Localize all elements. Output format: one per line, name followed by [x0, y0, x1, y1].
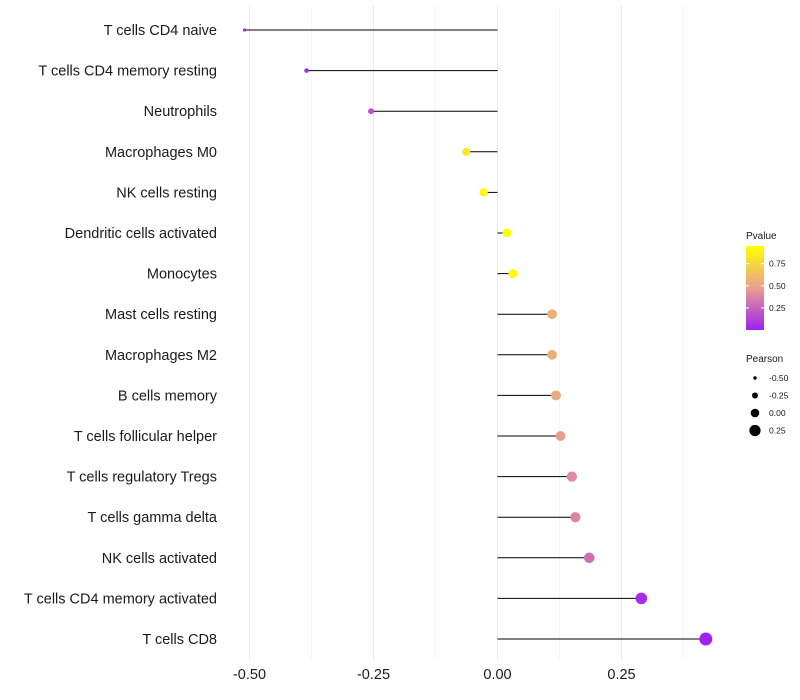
lollipop-dot — [368, 108, 374, 115]
lollipop-dot — [699, 632, 713, 646]
y-axis-label: T cells CD8 — [142, 632, 217, 648]
y-axis-label: Monocytes — [147, 267, 217, 283]
colorbar-tick-label: 0.50 — [769, 281, 786, 291]
y-axis-label: Macrophages M0 — [105, 145, 217, 161]
lollipop-dot — [479, 188, 488, 197]
pvalue-legend-title: Pvalue — [746, 231, 777, 242]
pearson-legend-title: Pearson — [746, 354, 783, 365]
lollipop-dot — [551, 390, 561, 401]
grid-lines — [249, 6, 684, 660]
y-axis-label: Neutrophils — [144, 104, 217, 120]
pvalue-legend: Pvalue 0.25 0.50 0.75 — [746, 231, 786, 330]
lollipop-dot — [547, 349, 557, 360]
lollipop-dot — [502, 228, 512, 238]
lollipop-dot — [570, 512, 581, 523]
pvalue-colorbar — [746, 246, 764, 330]
y-axis-label: T cells gamma delta — [88, 510, 218, 526]
y-axis-label: Mast cells resting — [105, 307, 217, 323]
colorbar-tick-label: 0.25 — [769, 303, 786, 313]
size-legend-label: -0.25 — [769, 391, 789, 401]
lollipop-dot — [583, 552, 595, 564]
lollipop-dot — [555, 431, 566, 441]
colorbar-tick-label: 0.75 — [769, 259, 786, 269]
lollipop-dot — [635, 592, 648, 605]
size-legend-label: 0.00 — [769, 408, 786, 418]
x-axis-tick-label: 0.00 — [483, 667, 511, 683]
x-axis-tick-label: -0.25 — [357, 667, 390, 683]
lollipop-dot — [304, 68, 309, 73]
lollipop-dot — [462, 147, 471, 156]
lollipop-dot — [508, 269, 518, 279]
y-axis-label: Macrophages M2 — [105, 348, 217, 364]
y-axis-label: T cells CD4 memory resting — [38, 64, 217, 80]
y-axis-label: NK cells resting — [116, 185, 217, 201]
y-axis-label: B cells memory — [118, 388, 218, 404]
y-axis-label: T cells follicular helper — [74, 429, 217, 445]
x-axis-tick-labels: -0.50 -0.25 0.00 0.25 — [233, 667, 636, 683]
y-axis-label: NK cells activated — [102, 551, 217, 567]
pearson-legend: Pearson -0.50 -0.25 0.00 0.25 — [746, 354, 789, 437]
size-legend-label: -0.50 — [769, 373, 789, 383]
x-axis-tick-label: -0.50 — [233, 667, 266, 683]
y-axis-label: T cells regulatory Tregs — [67, 470, 217, 486]
lollipop-dot — [566, 471, 577, 482]
y-axis-label: Dendritic cells activated — [65, 226, 217, 242]
lollipop-dot — [547, 309, 557, 320]
x-axis-tick-label: 0.25 — [607, 667, 635, 683]
lollipop-dot — [242, 28, 247, 32]
size-legend-key — [750, 408, 760, 418]
y-axis-label: T cells CD4 naive — [104, 23, 217, 39]
size-legend-label: 0.25 — [769, 426, 786, 436]
y-axis-labels: T cells CD4 naive T cells CD4 memory rest… — [24, 23, 218, 648]
lollipop-dots — [242, 28, 713, 646]
size-legend-key — [751, 392, 759, 399]
y-axis-label: T cells CD4 memory activated — [24, 591, 217, 607]
lollipop-stems — [244, 29, 706, 640]
size-legend-key — [749, 424, 761, 437]
size-legend-key — [753, 376, 757, 380]
